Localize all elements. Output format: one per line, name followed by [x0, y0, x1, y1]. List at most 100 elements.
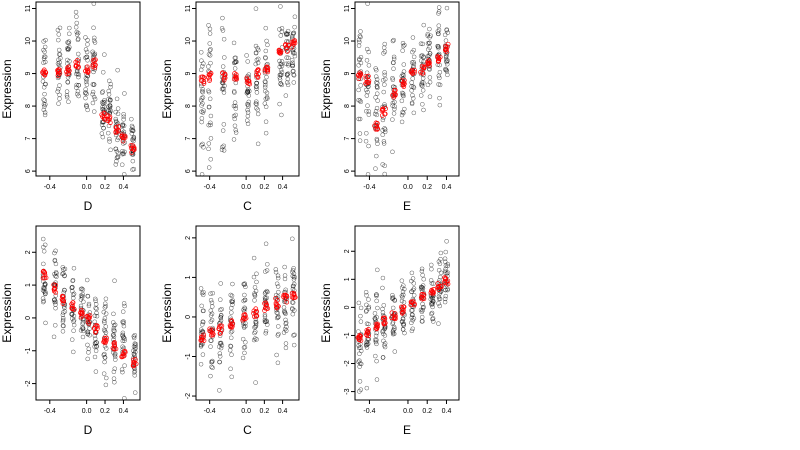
- data-point: [390, 77, 396, 82]
- y-tick-label: -1: [185, 353, 192, 359]
- data-point: [100, 70, 106, 75]
- data-point: [210, 304, 215, 309]
- data-point: [64, 89, 70, 94]
- data-point: [85, 58, 90, 63]
- data-point: [381, 45, 387, 50]
- data-point: [206, 52, 212, 57]
- data-point: [91, 25, 96, 31]
- fitted-point: [382, 111, 388, 117]
- data-point: [428, 297, 434, 302]
- fitted-point: [92, 63, 98, 68]
- y-tick-label: 10: [344, 37, 351, 45]
- data-point: [358, 60, 364, 66]
- x-tick-label: 0.2: [100, 408, 110, 415]
- data-point: [51, 334, 57, 340]
- data-point: [410, 318, 415, 323]
- data-point: [69, 337, 75, 342]
- data-point: [380, 275, 386, 281]
- y-tick-label: 0: [185, 315, 192, 319]
- data-point: [442, 256, 448, 261]
- fitted-point: [246, 81, 251, 86]
- data-point: [232, 55, 238, 61]
- data-point: [401, 73, 406, 78]
- data-point: [107, 139, 112, 144]
- data-point: [401, 321, 407, 327]
- data-point: [43, 59, 48, 65]
- data-point: [56, 47, 62, 53]
- data-point: [74, 29, 80, 35]
- y-tick-label: 8: [25, 104, 32, 108]
- data-point: [374, 377, 380, 382]
- panel-5: -0.4 0.0 0.2 0.4 -2 -1 0 1 2 C Expression: [160, 225, 300, 437]
- data-point: [420, 285, 425, 290]
- data-point: [201, 290, 206, 295]
- data-point: [409, 315, 415, 320]
- data-point: [120, 330, 126, 336]
- data-point: [80, 321, 85, 327]
- data-point: [228, 343, 233, 349]
- data-point: [92, 313, 98, 319]
- data-point: [111, 376, 117, 381]
- data-point: [218, 312, 224, 318]
- data-point: [429, 262, 434, 268]
- fitted-point: [428, 290, 434, 296]
- data-point: [113, 116, 118, 122]
- data-point: [253, 323, 259, 329]
- data-point: [79, 293, 85, 299]
- data-point: [74, 85, 79, 90]
- data-point: [254, 81, 259, 86]
- data-point: [131, 335, 137, 341]
- fitted-point: [210, 331, 216, 337]
- data-point: [71, 319, 76, 324]
- data-point: [122, 91, 127, 96]
- data-point: [53, 323, 58, 328]
- data-point: [290, 63, 295, 69]
- y-tick-label: 9: [25, 72, 32, 76]
- x-axis-label: E: [403, 199, 411, 213]
- data-point: [56, 32, 62, 37]
- data-point: [289, 34, 295, 39]
- data-point: [74, 32, 80, 37]
- data-point: [229, 293, 235, 299]
- data-point: [69, 285, 74, 291]
- fitted-point: [67, 68, 72, 74]
- data-point: [419, 81, 424, 87]
- data-point: [292, 24, 297, 30]
- data-point: [375, 305, 380, 311]
- data-point: [262, 79, 268, 84]
- data-point: [391, 66, 396, 71]
- x-axis-label: E: [403, 423, 411, 437]
- data-point: [262, 84, 268, 90]
- data-point: [374, 358, 379, 364]
- plot-frame: [195, 225, 300, 401]
- fitted-point: [436, 56, 442, 61]
- fitted-point: [207, 76, 212, 82]
- fitted-point: [85, 64, 90, 70]
- data-point: [419, 314, 425, 320]
- data-point: [217, 354, 223, 359]
- fitted-point: [366, 73, 371, 79]
- data-point: [131, 138, 136, 144]
- data-point: [263, 328, 269, 334]
- fitted-point: [207, 72, 213, 78]
- data-point: [421, 304, 426, 310]
- data-point: [232, 116, 237, 122]
- data-point: [284, 72, 290, 78]
- data-point: [245, 110, 251, 115]
- data-point: [73, 9, 79, 15]
- data-point: [442, 299, 448, 305]
- data-point: [364, 131, 369, 136]
- data-point: [113, 357, 118, 362]
- data-point: [132, 370, 137, 375]
- data-point: [200, 352, 206, 357]
- data-point: [444, 28, 450, 33]
- data-point: [382, 163, 387, 169]
- data-point: [374, 341, 379, 347]
- data-point: [375, 98, 380, 103]
- data-point: [444, 5, 450, 11]
- data-point: [233, 130, 239, 135]
- data-point: [84, 104, 89, 109]
- data-point: [252, 291, 257, 296]
- data-point: [220, 28, 226, 33]
- data-point: [410, 49, 415, 55]
